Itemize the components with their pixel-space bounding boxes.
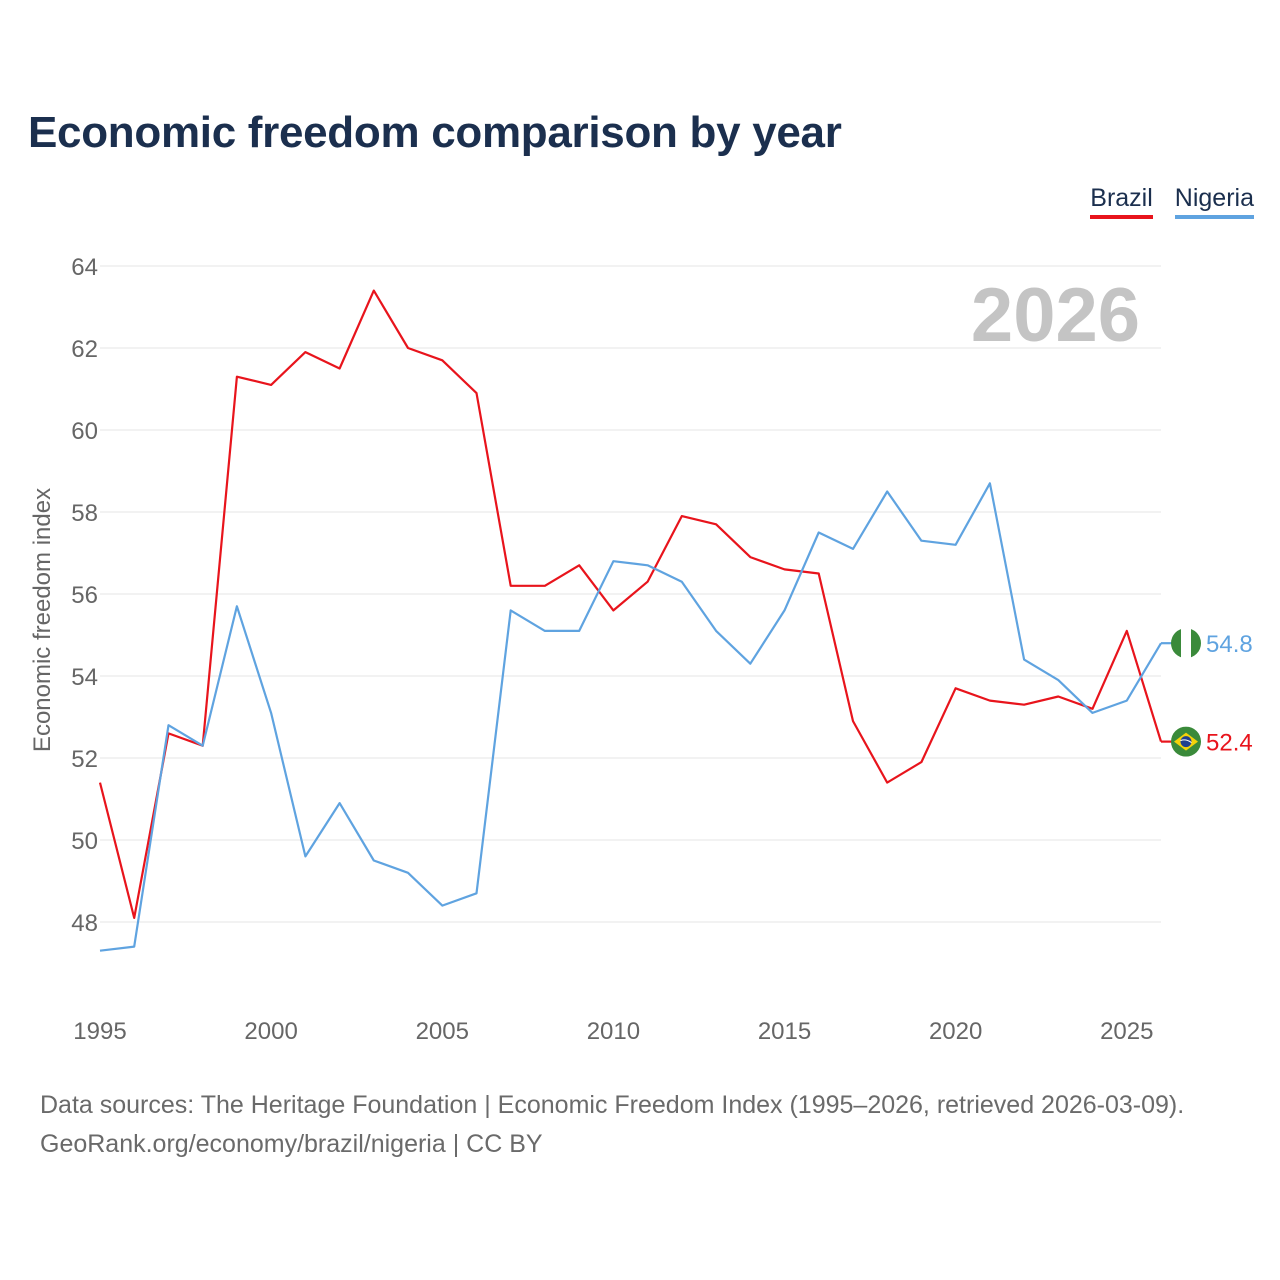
y-tick-label: 58	[71, 500, 98, 527]
legend-item-nigeria[interactable]: Nigeria	[1174, 184, 1254, 219]
x-tick-label: 2020	[929, 1018, 982, 1045]
attribution-note: GeoRank.org/economy/brazil/nigeria | CC …	[40, 1130, 543, 1158]
x-tick-label: 2025	[1100, 1018, 1153, 1045]
x-tick-label: 2010	[587, 1018, 640, 1045]
line-chart: 48 50 52 54 56 58 60 62 64 1995 2000 2005 2010 2015 20…	[29, 254, 1253, 1045]
legend: Brazil Nigeria	[1090, 184, 1254, 219]
series-line-brazil	[98, 289, 1163, 920]
y-tick-label: 56	[71, 582, 98, 609]
nigeria-flag-icon	[1171, 628, 1201, 659]
brazil-flag-icon	[1171, 726, 1201, 757]
end-value-label-nigeria: 54.8	[1206, 631, 1253, 658]
y-tick-label: 48	[71, 910, 98, 937]
series-line-nigeria	[99, 482, 1162, 952]
x-tick-label: 2000	[244, 1018, 297, 1045]
y-tick-label: 54	[71, 664, 98, 691]
y-tick-label: 62	[71, 336, 98, 363]
x-tick-label: 2005	[416, 1018, 469, 1045]
y-axis-label: Economic freedom index	[29, 488, 56, 752]
data-source-note: Data sources: The Heritage Foundation | …	[40, 1091, 1185, 1119]
x-tick-label: 1995	[73, 1018, 126, 1045]
year-watermark: 2026	[971, 273, 1140, 358]
y-tick-label: 50	[71, 828, 98, 855]
legend-item-brazil[interactable]: Brazil	[1090, 184, 1153, 219]
chart-title: Economic freedom comparison by year	[28, 108, 842, 157]
y-tick-label: 60	[71, 418, 98, 445]
footer: Data sources: The Heritage Foundation | …	[40, 1086, 1184, 1164]
y-tick-label: 52	[71, 746, 98, 773]
x-tick-label: 2015	[758, 1018, 811, 1045]
y-tick-label: 64	[71, 254, 98, 281]
end-value-label-brazil: 52.4	[1206, 730, 1253, 757]
